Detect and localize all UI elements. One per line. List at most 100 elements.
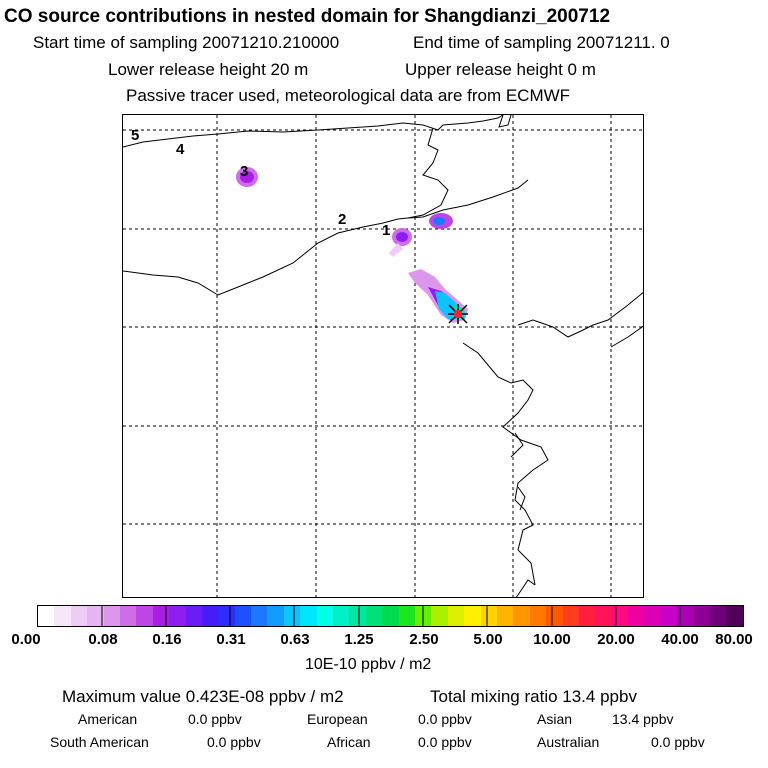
colorbar-segment — [185, 606, 202, 626]
upper-release-height-label: Upper release height 0 m — [405, 60, 596, 79]
colorbar — [37, 605, 744, 627]
colorbar-segment — [546, 606, 563, 626]
end-time-label: End time of sampling 20071211. 0 — [413, 33, 670, 52]
colorbar-segment — [644, 606, 661, 626]
colorbar-segment — [496, 606, 514, 626]
border-line — [123, 179, 529, 296]
colorbar-dividers — [101, 605, 681, 627]
asian-label: Asian — [537, 711, 573, 727]
colorbar-segment — [87, 606, 104, 626]
colorbar-segment — [119, 606, 137, 626]
american-value: 0.0 ppbv — [188, 711, 242, 727]
colorbar-segment — [234, 606, 252, 626]
colorbar-segment — [169, 606, 186, 626]
trajectory-label-3: 3 — [240, 163, 249, 180]
tracer-note: Passive tracer used, meteorological data… — [126, 86, 571, 105]
colorbar-segment — [562, 606, 579, 626]
concentration-field — [236, 167, 468, 323]
trajectory-label-4: 4 — [176, 141, 185, 158]
coastline — [515, 579, 536, 597]
colorbar-segment — [513, 606, 530, 626]
colorbar-segment — [201, 606, 219, 626]
colorbar-tick: 5.00 — [473, 631, 503, 648]
lower-release-height-label: Lower release height 20 m — [108, 60, 309, 79]
max-value-label: Maximum value 0.423E-08 ppbv / m2 — [62, 687, 344, 706]
south-american-label: South American — [50, 734, 149, 750]
coastline — [462, 342, 549, 586]
south-american-value: 0.0 ppbv — [207, 734, 261, 750]
colorbar-segment — [70, 606, 88, 626]
colorbar-segment — [710, 606, 727, 626]
australian-label: Australian — [537, 734, 600, 750]
colorbar-segment — [365, 606, 383, 626]
colorbar-segment — [382, 606, 399, 626]
colorbar-segment — [595, 606, 612, 626]
african-label: African — [327, 734, 371, 750]
american-label: American — [78, 711, 138, 727]
colorbar-tick: 80.00 — [715, 631, 753, 648]
colorbar-tick: 0.31 — [216, 631, 246, 648]
colorbar-segment — [316, 606, 334, 626]
colorbar-segment — [628, 606, 645, 626]
colorbar-segment — [251, 606, 268, 626]
colorbar-segment — [267, 606, 284, 626]
european-value: 0.0 ppbv — [418, 711, 472, 727]
colorbar-segment — [38, 606, 55, 626]
trajectory-label-1: 1 — [382, 222, 391, 239]
african-value: 0.0 ppbv — [418, 734, 472, 750]
australian-value: 0.0 ppbv — [651, 734, 705, 750]
asian-value: 13.4 ppbv — [612, 711, 674, 727]
start-time-label: Start time of sampling 20071210.210000 — [33, 33, 340, 52]
colorbar-segment — [218, 606, 235, 626]
plume-area — [433, 217, 445, 225]
colorbar-segment — [333, 606, 350, 626]
colorbar-segment — [54, 606, 71, 626]
colorbar-segment — [693, 606, 711, 626]
colorbar-tick: 20.00 — [597, 631, 635, 648]
gridlines — [123, 115, 643, 597]
colorbar-tick: 2.50 — [409, 631, 439, 648]
plume-area — [396, 232, 408, 242]
border-line — [407, 127, 449, 219]
colorbar-segment — [103, 606, 120, 626]
colorbar-segment — [726, 606, 743, 626]
colorbar-segment — [578, 606, 596, 626]
coastline — [510, 432, 524, 458]
marker-center — [454, 310, 462, 318]
trajectory-label-5: 5 — [131, 127, 140, 144]
border-line — [498, 115, 512, 128]
chart-title: CO source contributions in nested domain… — [4, 6, 611, 27]
european-label: European — [307, 711, 368, 727]
colorbar-segment — [398, 606, 415, 626]
colorbar-segment — [464, 606, 481, 626]
total-mixing-ratio-label: Total mixing ratio 13.4 ppbv — [430, 687, 637, 706]
colorbar-tick: 1.25 — [344, 631, 374, 648]
colorbar-tick: 0.08 — [88, 631, 118, 648]
map-panel: 5 4 3 2 1 — [122, 114, 644, 598]
colorbar-tick: 0.16 — [152, 631, 182, 648]
colorbar-unit-label: 10E-10 ppbv / m2 — [305, 656, 432, 673]
receptor-marker — [448, 304, 468, 324]
colorbar-segment — [136, 606, 153, 626]
colorbar-segment — [152, 606, 170, 626]
colorbar-segment — [300, 606, 317, 626]
plume-area — [389, 243, 403, 257]
colorbar-segment — [431, 606, 448, 626]
colorbar-tick: 10.00 — [533, 631, 571, 648]
map-svg — [123, 115, 643, 597]
colorbar-segment — [447, 606, 465, 626]
coastline — [610, 325, 643, 348]
colorbar-segment — [349, 606, 366, 626]
trajectory-label-2: 2 — [338, 211, 347, 228]
plume-area — [240, 171, 254, 183]
border-line — [123, 115, 504, 148]
colorbar-tick: 0.63 — [280, 631, 310, 648]
coastline — [517, 486, 526, 511]
colorbar-segment — [660, 606, 678, 626]
colorbar-tick: 0.00 — [11, 631, 41, 648]
colorbar-tick: 40.00 — [661, 631, 699, 648]
colorbar-segment — [529, 606, 547, 626]
boundaries — [123, 115, 643, 597]
coastline — [517, 291, 643, 338]
colorbar-segment — [480, 606, 497, 626]
